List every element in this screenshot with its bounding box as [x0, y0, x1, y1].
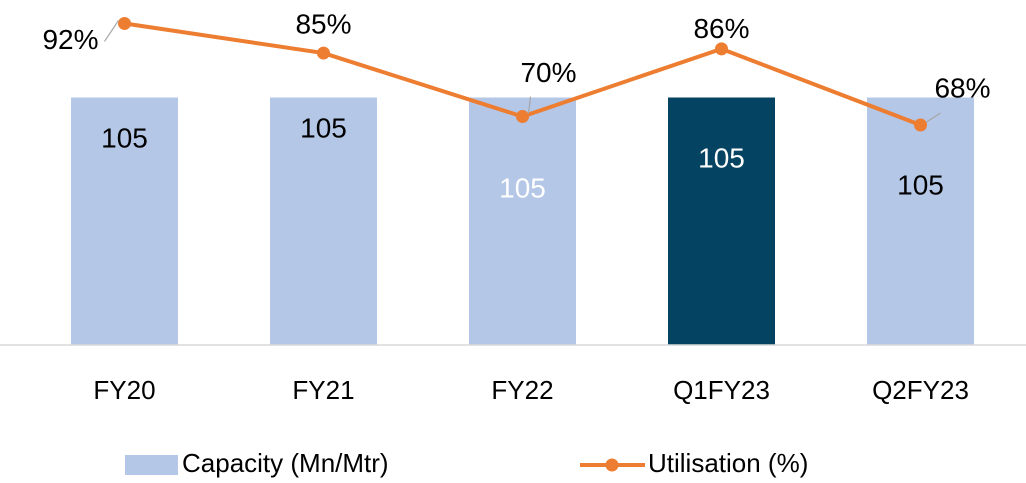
line-value-label: 68%	[934, 72, 990, 103]
x-tick-label: FY22	[491, 375, 553, 405]
line-marker	[317, 46, 330, 60]
legend-label: Capacity (Mn/Mtr)	[182, 448, 389, 478]
leader-line	[527, 96, 532, 114]
legend-label: Utilisation (%)	[648, 448, 808, 478]
bar	[270, 97, 377, 345]
line-marker	[118, 16, 131, 30]
bar	[867, 97, 974, 345]
line-value-label: 70%	[520, 57, 576, 88]
bar-value-label: 105	[499, 172, 546, 203]
x-tick-label: FY21	[292, 375, 354, 405]
bar-value-label: 105	[698, 142, 745, 173]
bar	[71, 97, 178, 345]
x-tick-label: FY20	[93, 375, 155, 405]
bar	[469, 97, 576, 345]
legend-marker	[605, 458, 619, 472]
bar-value-label: 105	[300, 112, 347, 143]
line-value-label: 85%	[295, 8, 351, 39]
x-tick-label: Q1FY23	[673, 375, 770, 405]
legend-swatch	[125, 455, 178, 475]
leader-line	[104, 20, 119, 42]
bar-value-label: 105	[897, 169, 944, 200]
leader-line	[926, 112, 941, 123]
bar-value-label: 105	[101, 122, 148, 153]
bar	[668, 97, 775, 345]
line-marker	[715, 42, 728, 56]
line-value-label: 86%	[693, 13, 749, 44]
line-value-label: 92%	[42, 24, 98, 55]
x-tick-label: Q2FY23	[872, 375, 969, 405]
line-marker	[914, 118, 927, 132]
line-marker	[516, 110, 529, 124]
